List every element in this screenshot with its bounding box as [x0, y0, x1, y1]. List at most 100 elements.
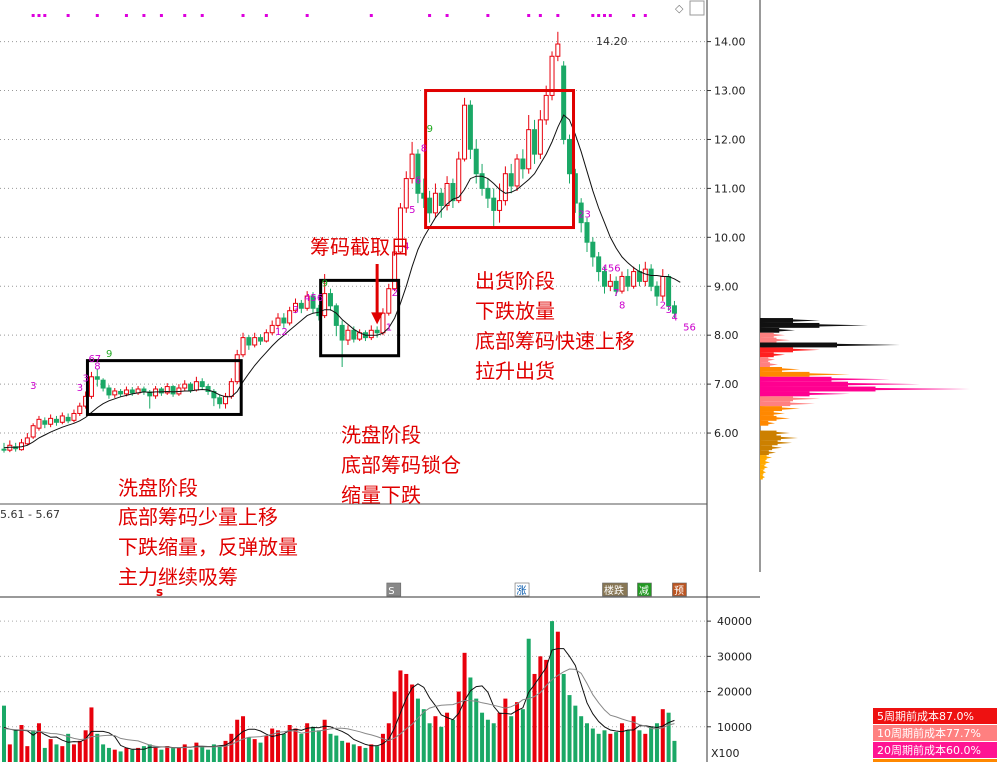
volume-bar — [147, 744, 152, 762]
profile-spike — [760, 381, 920, 387]
candle-body — [368, 329, 374, 339]
candle-body — [281, 317, 287, 324]
profile-spike — [760, 337, 790, 343]
profile-spike — [760, 450, 776, 456]
volume-bar — [229, 733, 234, 762]
volume-profile — [760, 318, 970, 480]
candle-body — [252, 337, 258, 346]
volume-bar — [660, 709, 665, 762]
candle-body — [456, 158, 462, 202]
candle-body — [520, 158, 526, 170]
candle-body — [631, 271, 637, 287]
volume-bar — [450, 719, 455, 762]
price-tick-label: 14.00 — [714, 36, 746, 49]
wash2-line-2: 底部筹码锁仓 — [341, 453, 461, 477]
candle-body — [188, 383, 194, 391]
volume-bar — [281, 733, 286, 762]
signal-tags: S 涨 楼跌 减 预 — [386, 582, 687, 597]
candle-body — [601, 271, 607, 287]
candle-body — [327, 293, 333, 307]
candle-body — [444, 182, 450, 207]
signal-dot — [159, 14, 163, 17]
sequence-number: 56 — [683, 322, 696, 333]
volume-bar — [293, 728, 298, 762]
signal-dot — [527, 14, 531, 17]
candle-body — [193, 381, 199, 391]
wash2-line-1: 洗盘阶段 — [341, 423, 421, 447]
signal-tag-label: S — [388, 586, 394, 597]
high-label: 14.20 — [596, 35, 628, 48]
volume-bar — [159, 749, 164, 762]
profile-spike — [760, 459, 770, 465]
volume-bar — [176, 747, 181, 762]
annotation-distribution-phase: 出货阶段 下跌放量 底部筹码快速上移 拉升出货 — [475, 269, 635, 383]
signal-dot — [428, 14, 432, 17]
signal-dot — [37, 14, 41, 17]
volume-bar — [369, 744, 374, 762]
candle-body — [625, 275, 631, 287]
profile-spike — [760, 469, 766, 475]
grid-lines — [0, 41, 707, 728]
candle-body — [654, 285, 660, 297]
candle-body — [88, 376, 94, 397]
candle-body — [485, 187, 491, 199]
volume-bar — [380, 733, 385, 762]
volume-bar — [235, 719, 240, 762]
candle-body — [619, 275, 625, 292]
candle-body — [660, 275, 666, 297]
volume-bar — [211, 744, 216, 762]
candle-body — [333, 305, 339, 326]
volume-bar — [532, 673, 537, 762]
moving-average-line — [3, 114, 681, 449]
close-box-icon[interactable] — [689, 0, 705, 16]
volume-bar — [573, 705, 578, 762]
candle-body — [386, 288, 392, 314]
volume-bar — [252, 739, 257, 762]
volume-bar — [31, 730, 36, 762]
volume-bar — [101, 744, 106, 762]
candle-body — [561, 65, 567, 140]
volume-tick-label: 20000 — [717, 686, 752, 699]
volume-bar — [433, 716, 438, 762]
signal-tag-label: 楼跌 — [604, 584, 624, 597]
candle-body — [380, 312, 386, 334]
sequence-number: 3 — [293, 305, 299, 316]
wash1-line-1: 洗盘阶段 — [118, 476, 198, 500]
volume-bar — [19, 725, 24, 762]
volume-bar — [95, 733, 100, 762]
signal-dot — [556, 14, 560, 17]
signal-tag-box — [672, 582, 687, 597]
volume-bar — [497, 712, 502, 762]
candle-body — [123, 389, 129, 395]
sequence-number: 67 — [88, 354, 101, 365]
candle-body — [293, 302, 298, 312]
candle-body — [351, 329, 357, 340]
sequence-number: 6 — [415, 175, 421, 186]
legend-box — [873, 725, 997, 741]
volume-bar — [643, 733, 648, 762]
volume-bar — [625, 730, 630, 762]
volume-bar — [579, 716, 584, 762]
volume-bar — [456, 691, 461, 762]
volume-bar — [305, 723, 310, 762]
dist-line-3: 底部筹码快速上移 — [475, 329, 635, 353]
candle-body — [415, 153, 421, 194]
diamond-icon[interactable]: ◇ — [675, 2, 684, 15]
candle-body — [596, 256, 602, 273]
dist-line-1: 出货阶段 — [475, 269, 555, 293]
volume-bar — [415, 698, 420, 762]
candle-body — [432, 192, 438, 214]
volume-bar — [520, 709, 525, 762]
candle-body — [497, 200, 503, 211]
volume-bar — [276, 730, 281, 762]
s-marker: s — [156, 585, 163, 599]
sequence-number: 456 — [304, 293, 323, 304]
price-tick-label: 11.00 — [714, 182, 746, 195]
volume-bar — [130, 749, 135, 762]
volume-bar — [526, 638, 531, 762]
volume-bar — [54, 744, 59, 762]
cost-legend: 5周期前成本87.0% 10周期前成本77.7% 20周期前成本60.0% — [873, 708, 997, 762]
price-tick-label: 10.00 — [714, 231, 746, 244]
